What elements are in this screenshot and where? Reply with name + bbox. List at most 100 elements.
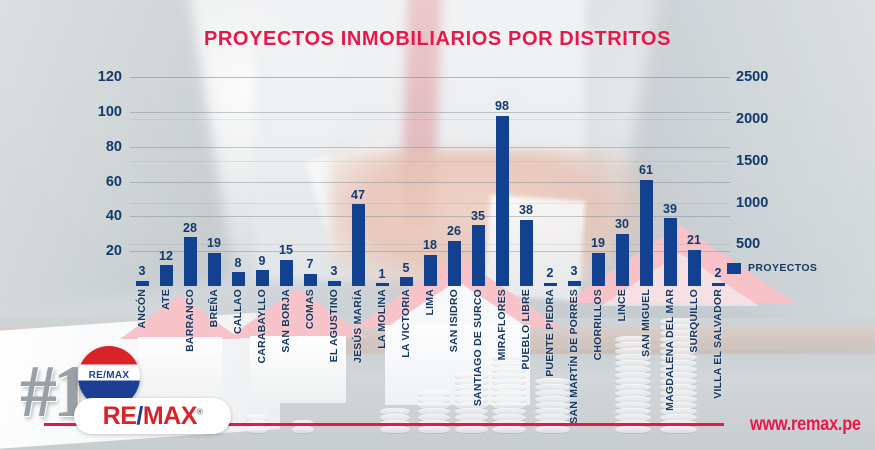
bar-rect — [423, 254, 437, 286]
coin — [292, 426, 314, 433]
house-graphic-mid — [228, 288, 368, 403]
x-label-san-borja: SAN BORJA — [279, 289, 292, 353]
x-label-villa-el-salvador: VILLA EL SALVADOR — [711, 289, 724, 399]
bar-value-label: 19 — [207, 236, 221, 251]
bar[interactable]: 3 — [135, 265, 149, 286]
coin — [660, 366, 697, 373]
remax-balloon-icon: RE/MAX — [78, 346, 140, 408]
coin — [492, 414, 526, 421]
bar-rect — [279, 259, 293, 286]
balloon-label: RE/MAX — [88, 370, 130, 381]
bar-value-label: 30 — [615, 217, 629, 232]
coin — [660, 342, 697, 349]
bar[interactable]: 12 — [159, 250, 173, 286]
bar[interactable]: 2 — [543, 267, 557, 286]
bar[interactable]: 19 — [591, 237, 605, 286]
x-label-surquillo: SURQUILLO — [687, 289, 700, 353]
bar-rect — [303, 273, 317, 286]
coin — [615, 378, 651, 385]
bar[interactable]: 21 — [687, 234, 701, 286]
x-label-chorrillos: CHORRILLOS — [591, 289, 604, 361]
bar-rect — [327, 280, 341, 286]
coin — [492, 378, 526, 385]
coin — [455, 414, 488, 421]
bar-value-label: 7 — [306, 257, 314, 272]
coin — [535, 384, 570, 391]
bar-rect — [495, 115, 509, 286]
gridline-right — [130, 244, 730, 246]
bar[interactable]: 3 — [567, 265, 581, 286]
coin — [660, 378, 697, 385]
coin — [615, 366, 651, 373]
y-tick-right-2000: 2000 — [736, 111, 769, 128]
coin — [615, 402, 651, 409]
coin — [615, 354, 651, 361]
coin — [418, 426, 450, 433]
bar-value-label: 39 — [663, 201, 677, 216]
coin — [660, 330, 697, 337]
gridline — [130, 77, 730, 79]
coin — [615, 390, 651, 397]
x-label-san-miguel: SAN MIGUEL — [639, 289, 652, 357]
bar[interactable]: 19 — [207, 237, 221, 286]
bar-value-label: 2 — [714, 266, 722, 281]
bar[interactable]: 18 — [423, 239, 437, 286]
bar-rect — [519, 219, 533, 286]
wordmark-slash: / — [136, 401, 143, 430]
bar-value-label: 98 — [495, 99, 509, 114]
bar[interactable]: 8 — [231, 257, 245, 286]
bar[interactable]: 28 — [183, 222, 197, 286]
coin — [455, 426, 488, 433]
bar[interactable]: 9 — [255, 255, 269, 286]
website-url[interactable]: www.remax.pe — [750, 414, 861, 435]
bar[interactable]: 61 — [639, 164, 653, 286]
remax-logo[interactable]: #1 RE/MAX RE/MAX® — [16, 340, 231, 436]
coin — [418, 408, 450, 415]
coin — [535, 408, 570, 415]
coin — [455, 396, 488, 403]
bar-rect — [447, 240, 461, 286]
bar[interactable]: 38 — [519, 204, 533, 286]
x-label-santiago-de-surco: SANTIAGO DE SURCO — [471, 289, 484, 407]
bar[interactable]: 15 — [279, 244, 293, 286]
bar[interactable]: 47 — [351, 189, 365, 286]
house-graphic-small — [120, 295, 240, 400]
bar[interactable]: 1 — [375, 267, 389, 286]
coin — [615, 348, 651, 355]
y-tick-left-100: 100 — [97, 104, 122, 121]
x-label-puente-piedra: PUENTE PIEDRA — [543, 289, 556, 377]
bar-value-label: 21 — [687, 233, 701, 247]
coin — [246, 414, 268, 421]
bar-value-label: 35 — [471, 208, 485, 223]
bar[interactable]: 2 — [711, 267, 725, 286]
bar-value-label: 12 — [159, 248, 173, 263]
coin — [535, 414, 570, 421]
coin — [455, 408, 488, 415]
bar-value-label: 8 — [234, 255, 242, 270]
gridline-right — [130, 202, 730, 204]
gridline — [130, 216, 730, 218]
coin — [660, 408, 697, 415]
coin — [535, 402, 570, 409]
gridline — [130, 251, 730, 253]
x-label-la-victoria: LA VICTORIA — [399, 289, 412, 358]
bar-rect — [687, 249, 701, 286]
coin-stack — [660, 318, 697, 433]
coin — [660, 324, 697, 331]
coin — [660, 318, 697, 325]
bar-value-label: 5 — [402, 260, 410, 275]
bar-value-label: 61 — [639, 163, 653, 178]
bar[interactable]: 5 — [399, 262, 413, 286]
coin — [660, 360, 697, 367]
bar[interactable]: 26 — [447, 225, 461, 286]
bar[interactable]: 39 — [663, 203, 677, 286]
gridline — [130, 146, 730, 148]
bar[interactable]: 98 — [495, 100, 509, 286]
bar[interactable]: 30 — [615, 218, 629, 286]
bar[interactable]: 35 — [471, 210, 485, 286]
coin — [660, 336, 697, 343]
bar-rect — [351, 204, 365, 286]
bar[interactable]: 3 — [327, 265, 341, 286]
coin — [615, 342, 651, 349]
bar[interactable]: 7 — [303, 258, 317, 286]
